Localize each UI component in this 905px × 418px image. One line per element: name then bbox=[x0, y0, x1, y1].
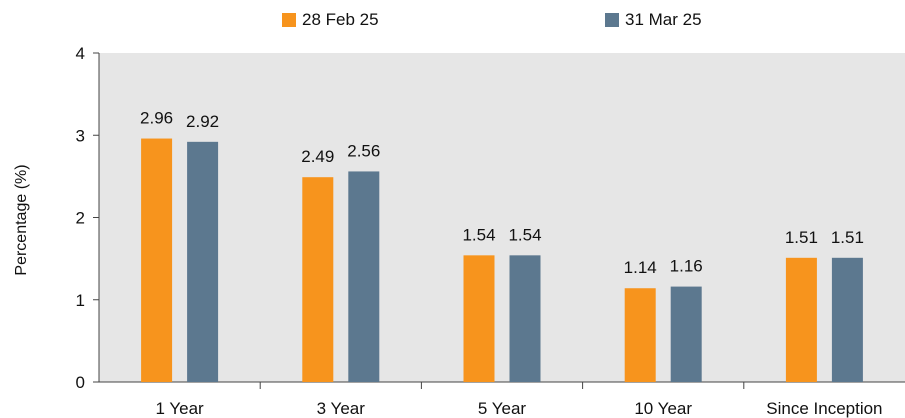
legend-item-series-2: 31 Mar 25 bbox=[605, 10, 702, 30]
bar-series-2 bbox=[348, 171, 380, 382]
data-label-series-1: 1.54 bbox=[462, 225, 495, 244]
y-tick-label: 1 bbox=[76, 291, 85, 310]
bar-series-2 bbox=[509, 255, 541, 382]
y-tick-label: 4 bbox=[76, 44, 85, 63]
y-tick-label: 3 bbox=[76, 126, 85, 145]
x-tick-label: 5 Year bbox=[478, 399, 527, 418]
bar-series-1 bbox=[463, 255, 495, 382]
data-label-series-2: 1.16 bbox=[670, 257, 703, 276]
x-tick-label: Since Inception bbox=[766, 399, 882, 418]
legend: 28 Feb 25 31 Mar 25 bbox=[0, 10, 905, 34]
bar-series-2 bbox=[831, 257, 863, 382]
data-label-series-1: 2.49 bbox=[301, 147, 334, 166]
legend-swatch-series-1 bbox=[282, 13, 296, 27]
data-label-series-2: 2.92 bbox=[186, 112, 219, 131]
legend-label-series-2: 31 Mar 25 bbox=[625, 10, 702, 29]
legend-label-series-1: 28 Feb 25 bbox=[302, 10, 379, 29]
data-label-series-2: 1.51 bbox=[831, 228, 864, 247]
bar-series-1 bbox=[302, 177, 334, 382]
legend-swatch-series-2 bbox=[605, 13, 619, 27]
x-tick-label: 3 Year bbox=[317, 399, 366, 418]
data-label-series-2: 2.56 bbox=[347, 141, 380, 160]
plot-area bbox=[99, 53, 905, 382]
x-tick-label: 10 Year bbox=[634, 399, 692, 418]
data-label-series-2: 1.54 bbox=[508, 225, 541, 244]
legend-item-series-1: 28 Feb 25 bbox=[282, 10, 379, 30]
bar-series-2 bbox=[670, 286, 702, 382]
data-label-series-1: 1.14 bbox=[624, 258, 657, 277]
bar-series-1 bbox=[624, 288, 656, 382]
bar-series-1 bbox=[785, 257, 817, 382]
y-tick-label: 0 bbox=[76, 373, 85, 392]
y-tick-label: 2 bbox=[76, 209, 85, 228]
bar-series-2 bbox=[187, 141, 219, 382]
data-label-series-1: 1.51 bbox=[785, 228, 818, 247]
bar-series-1 bbox=[141, 138, 173, 382]
data-label-series-1: 2.96 bbox=[140, 109, 173, 128]
x-tick-label: 1 Year bbox=[155, 399, 204, 418]
